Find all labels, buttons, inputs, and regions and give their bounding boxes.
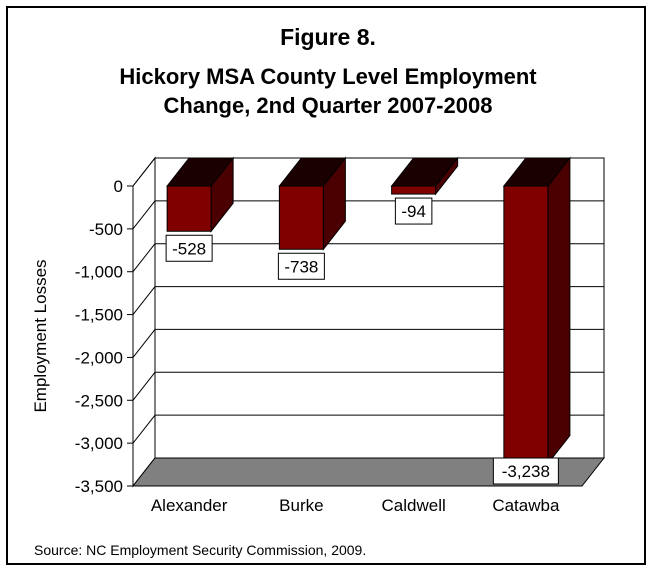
y-tick-label: -3,000 [75,434,123,453]
y-tick-label: 0 [114,177,123,196]
bar-catawba: -3,238 [493,158,570,484]
y-tick-label: -3,500 [75,477,123,496]
data-label: -3,238 [502,462,550,481]
bar-front [279,186,323,249]
y-tick-label: -2,000 [75,348,123,367]
bar-front [504,186,548,464]
data-label: -738 [284,257,318,276]
y-tick-label: -1,000 [75,263,123,282]
y-axis-label: Employment Losses [31,259,50,412]
y-tick-label: -500 [89,220,123,239]
x-tick-label: Caldwell [382,496,446,515]
x-tick-label: Burke [279,496,323,515]
y-tick-label: -1,500 [75,306,123,325]
source-note: Source: NC Employment Security Commissio… [34,542,366,558]
data-label: -528 [172,239,206,258]
bar-front [392,186,436,194]
y-tick-label: -2,500 [75,391,123,410]
x-tick-label: Catawba [492,496,560,515]
side-wall [133,158,155,486]
bar-side [548,158,570,464]
data-label: -94 [401,202,426,221]
x-tick-label: Alexander [151,496,228,515]
bar-front [167,186,211,231]
